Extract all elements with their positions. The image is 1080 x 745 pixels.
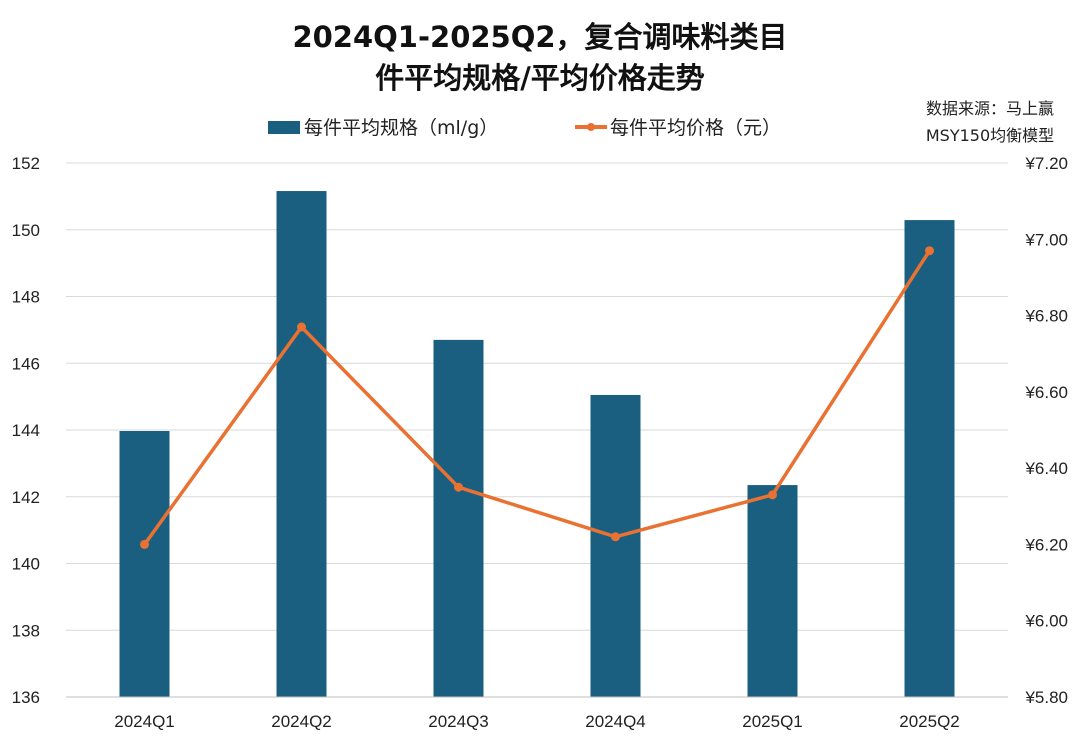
bar-2024Q2 <box>276 191 327 697</box>
left-tick-label: 140 <box>12 555 40 574</box>
left-tick-label: 138 <box>12 621 40 640</box>
price-point-2024Q2 <box>297 322 306 332</box>
bar-2024Q4 <box>590 394 641 697</box>
x-tick-label: 2024Q1 <box>114 712 175 731</box>
left-tick-label: 148 <box>12 288 40 307</box>
right-tick-label: ¥7.00 <box>1024 230 1068 249</box>
chart-title-line-2: 件平均规格/平均价格走势 <box>375 61 705 95</box>
right-tick-label: ¥6.60 <box>1024 383 1068 402</box>
right-tick-label: ¥6.40 <box>1024 459 1068 478</box>
right-tick-label: ¥6.20 <box>1024 535 1068 554</box>
legend-line-marker <box>587 123 595 131</box>
x-tick-label: 2024Q2 <box>271 712 332 731</box>
legend-line-label: 每件平均价格（元） <box>610 117 781 139</box>
legend-bar-swatch <box>268 121 300 134</box>
price-line <box>143 249 931 546</box>
price-point-2024Q1 <box>140 539 149 549</box>
bar-2025Q2 <box>904 220 955 698</box>
right-tick-label: ¥6.00 <box>1024 612 1068 631</box>
chart-title-line-1: 2024Q1-2025Q2，复合调味料类目 <box>292 20 787 54</box>
source-line-1: 数据来源：马上赢 <box>926 99 1054 118</box>
x-tick-label: 2024Q3 <box>428 712 489 731</box>
legend-bar-label: 每件平均规格（ml/g） <box>304 117 498 139</box>
left-tick-label: 136 <box>12 688 40 707</box>
right-tick-label: ¥7.20 <box>1024 154 1068 173</box>
right-tick-label: ¥6.80 <box>1024 307 1068 326</box>
left-tick-label: 142 <box>12 488 40 507</box>
bar-2024Q1 <box>119 431 170 697</box>
legend: 每件平均规格（ml/g） 每件平均价格（元） <box>268 117 781 139</box>
left-tick-label: 150 <box>12 221 40 240</box>
left-tick-label: 144 <box>12 421 40 440</box>
price-point-2025Q1 <box>768 490 777 500</box>
right-tick-label: ¥5.80 <box>1024 688 1068 707</box>
x-tick-label: 2025Q2 <box>899 712 960 731</box>
price-point-2024Q4 <box>611 532 620 542</box>
source-line-2: MSY150均衡模型 <box>926 126 1054 145</box>
price-point-2025Q2 <box>925 246 934 256</box>
x-tick-label: 2024Q4 <box>585 712 646 731</box>
x-tick-label: 2025Q1 <box>742 712 803 731</box>
left-tick-label: 146 <box>12 354 40 373</box>
left-tick-label: 152 <box>12 154 40 173</box>
bar-2024Q3 <box>433 339 484 697</box>
bar-2025Q1 <box>747 485 798 697</box>
price-point-2024Q3 <box>454 482 463 492</box>
